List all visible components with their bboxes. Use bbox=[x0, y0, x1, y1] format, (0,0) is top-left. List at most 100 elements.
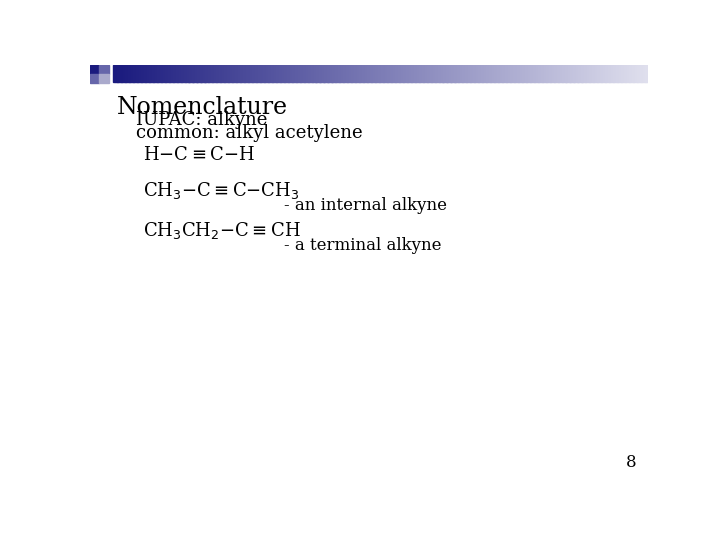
Bar bbox=[207, 65, 209, 82]
Bar bbox=[492, 65, 493, 82]
Bar bbox=[500, 65, 501, 82]
Bar bbox=[283, 65, 284, 82]
Bar bbox=[408, 65, 409, 82]
Bar bbox=[478, 65, 480, 82]
Bar bbox=[181, 65, 183, 82]
Bar bbox=[612, 65, 613, 82]
Bar bbox=[598, 65, 600, 82]
Bar bbox=[548, 65, 549, 82]
Bar bbox=[202, 65, 203, 82]
Text: CH$_3$CH$_2$$-$C$\equiv$CH: CH$_3$CH$_2$$-$C$\equiv$CH bbox=[143, 220, 300, 241]
Bar bbox=[423, 65, 425, 82]
Bar bbox=[298, 65, 300, 82]
Bar bbox=[606, 65, 608, 82]
Bar bbox=[568, 65, 570, 82]
Bar bbox=[163, 65, 164, 82]
Bar bbox=[642, 65, 643, 82]
Bar bbox=[508, 65, 509, 82]
Bar bbox=[449, 65, 451, 82]
Bar bbox=[132, 65, 134, 82]
Bar bbox=[544, 65, 546, 82]
Bar bbox=[486, 65, 488, 82]
Bar bbox=[230, 65, 231, 82]
Bar bbox=[628, 65, 630, 82]
Bar bbox=[220, 65, 222, 82]
Bar bbox=[336, 65, 337, 82]
Bar bbox=[567, 65, 568, 82]
Bar bbox=[645, 65, 647, 82]
Bar bbox=[364, 65, 365, 82]
Bar bbox=[438, 65, 440, 82]
Bar bbox=[197, 65, 199, 82]
Bar bbox=[327, 65, 329, 82]
Bar bbox=[204, 65, 206, 82]
Bar bbox=[406, 65, 408, 82]
Bar bbox=[271, 65, 273, 82]
Bar bbox=[549, 65, 551, 82]
Bar bbox=[239, 65, 240, 82]
Bar bbox=[422, 65, 424, 82]
Bar bbox=[130, 65, 132, 82]
Bar bbox=[389, 65, 390, 82]
Bar bbox=[480, 65, 481, 82]
Bar bbox=[383, 65, 385, 82]
Bar bbox=[400, 65, 402, 82]
Bar bbox=[180, 65, 182, 82]
Bar bbox=[513, 65, 515, 82]
Bar bbox=[343, 65, 345, 82]
Bar bbox=[461, 65, 462, 82]
Bar bbox=[405, 65, 406, 82]
Bar bbox=[292, 65, 294, 82]
Bar bbox=[188, 65, 190, 82]
Bar bbox=[269, 65, 270, 82]
Bar bbox=[326, 65, 328, 82]
Bar bbox=[252, 65, 254, 82]
Bar bbox=[175, 65, 176, 82]
Bar bbox=[236, 65, 238, 82]
Bar bbox=[470, 65, 472, 82]
Bar bbox=[477, 65, 479, 82]
Bar bbox=[184, 65, 186, 82]
Bar bbox=[300, 65, 302, 82]
Bar bbox=[136, 65, 138, 82]
Bar bbox=[366, 65, 368, 82]
Bar bbox=[572, 65, 574, 82]
Bar bbox=[400, 65, 401, 82]
Bar bbox=[402, 65, 404, 82]
Bar bbox=[473, 65, 474, 82]
Bar bbox=[590, 65, 593, 82]
Bar bbox=[390, 65, 392, 82]
Bar bbox=[331, 65, 333, 82]
Bar bbox=[542, 65, 544, 82]
Bar bbox=[168, 65, 170, 82]
Bar bbox=[503, 65, 505, 82]
Bar bbox=[311, 65, 312, 82]
Bar bbox=[278, 65, 279, 82]
Bar bbox=[251, 65, 253, 82]
Bar bbox=[559, 65, 562, 82]
Bar bbox=[114, 65, 117, 82]
Bar bbox=[149, 65, 151, 82]
Bar bbox=[199, 65, 201, 82]
Bar bbox=[575, 65, 576, 82]
Bar bbox=[235, 65, 237, 82]
Bar bbox=[541, 65, 543, 82]
Bar bbox=[167, 65, 168, 82]
Bar bbox=[629, 65, 631, 82]
Bar bbox=[415, 65, 417, 82]
Bar bbox=[464, 65, 465, 82]
Bar bbox=[267, 65, 269, 82]
Bar bbox=[143, 65, 145, 82]
Bar bbox=[171, 65, 173, 82]
Bar bbox=[403, 65, 405, 82]
Bar bbox=[369, 65, 370, 82]
Bar bbox=[238, 65, 239, 82]
Bar bbox=[305, 65, 306, 82]
Bar bbox=[381, 65, 382, 82]
Text: CH$_3$$-$C$\equiv$C$-$CH$_3$: CH$_3$$-$C$\equiv$C$-$CH$_3$ bbox=[143, 180, 300, 201]
Bar bbox=[152, 65, 154, 82]
Bar bbox=[618, 65, 621, 82]
Bar bbox=[189, 65, 192, 82]
Bar bbox=[179, 65, 181, 82]
Bar bbox=[303, 65, 305, 82]
